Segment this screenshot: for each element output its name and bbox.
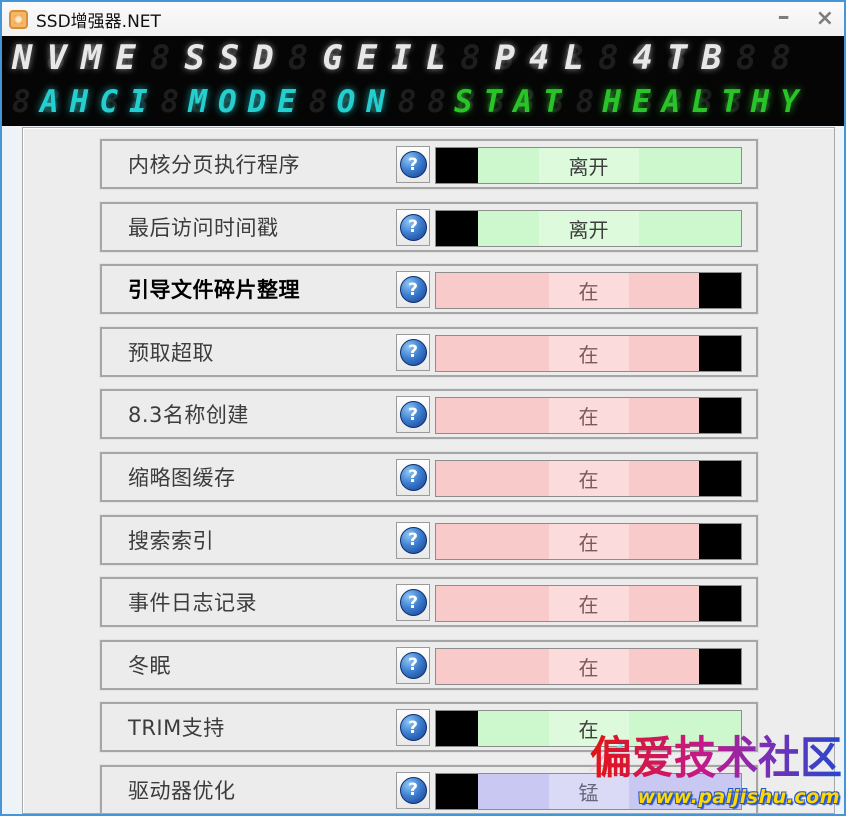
- toggle-handle[interactable]: [699, 523, 741, 559]
- help-button[interactable]: ?: [396, 709, 430, 747]
- toggle-handle[interactable]: [699, 335, 741, 371]
- toggle-track[interactable]: 离开: [435, 209, 742, 247]
- toggle-value: 在: [548, 398, 629, 434]
- toggle-handle[interactable]: [436, 210, 478, 246]
- setting-row: 预取超取 ? 在: [100, 326, 758, 377]
- close-button[interactable]: ×: [815, 6, 834, 31]
- setting-row: 搜索索引 ? 在: [100, 514, 758, 565]
- toggle-handle[interactable]: [699, 648, 741, 684]
- window-title: SSD增强器.NET: [36, 11, 161, 32]
- toggle-track[interactable]: 在: [435, 710, 742, 748]
- question-icon: ?: [399, 526, 427, 554]
- setting-row: 冬眠 ? 在: [100, 639, 758, 690]
- settings-panel: 内核分页执行程序 ? 离开 最后访问时间戳 ? 离开 引导文件碎片整理 ? 在 …: [22, 127, 835, 814]
- help-button[interactable]: ?: [396, 521, 430, 559]
- setting-label: 内核分页执行程序: [128, 153, 300, 177]
- question-icon: ?: [399, 276, 427, 304]
- setting-label: 引导文件碎片整理: [128, 278, 300, 303]
- question-icon: ?: [399, 338, 427, 366]
- setting-row: 引导文件碎片整理 ? 在: [100, 264, 758, 315]
- toggle-value: 离开: [538, 210, 639, 246]
- toggle-handle[interactable]: [436, 773, 478, 809]
- setting-label: 缩略图缓存: [128, 465, 236, 490]
- toggle-value: 在: [548, 273, 629, 309]
- question-icon: ?: [399, 463, 427, 491]
- setting-label: 事件日志记录: [128, 591, 257, 616]
- setting-row: 8.3名称创建 ? 在: [100, 389, 758, 440]
- toggle-value: 在: [548, 460, 629, 496]
- toggle-value: 在: [548, 586, 629, 622]
- help-button[interactable]: ?: [396, 208, 430, 246]
- toggle-handle[interactable]: [699, 398, 741, 434]
- toggle-track[interactable]: 在: [435, 397, 742, 435]
- setting-row: 缩略图缓存 ? 在: [100, 451, 758, 502]
- setting-row: 事件日志记录 ? 在: [100, 577, 758, 628]
- toggle-track[interactable]: 在: [435, 522, 742, 560]
- setting-label: 预取超取: [128, 340, 214, 365]
- led-health-status-text: STAT HEALTHY: [454, 84, 810, 120]
- toggle-handle[interactable]: [436, 711, 478, 747]
- question-icon: ?: [399, 651, 427, 679]
- question-icon: ?: [399, 401, 427, 429]
- led-line-drive-model: 88888888888888888888888 NVME SSD GEIL P4…: [2, 36, 844, 80]
- app-icon: [9, 9, 28, 29]
- setting-label: 最后访问时间戳: [128, 215, 279, 240]
- led-line-status: 88888888888888888888888888 AHCI MODE ON …: [2, 80, 844, 124]
- setting-row: 驱动器优化 ? 锰: [100, 764, 758, 813]
- toggle-value: 在: [548, 335, 629, 371]
- setting-label: 8.3名称创建: [128, 403, 249, 428]
- help-button[interactable]: ?: [396, 396, 430, 434]
- window-controls: – ×: [778, 2, 834, 36]
- help-button[interactable]: ?: [396, 146, 430, 183]
- setting-row: 内核分页执行程序 ? 离开: [100, 139, 758, 189]
- toggle-value: 离开: [538, 148, 639, 183]
- question-icon: ?: [399, 714, 427, 742]
- toggle-track[interactable]: 在: [435, 647, 742, 685]
- toggle-value: 锰: [548, 773, 629, 809]
- question-icon: ?: [399, 151, 427, 178]
- toggle-track[interactable]: 在: [435, 459, 742, 497]
- toggle-track[interactable]: 在: [435, 585, 742, 623]
- minimize-button[interactable]: –: [777, 2, 790, 30]
- toggle-track[interactable]: 离开: [435, 147, 742, 184]
- help-button[interactable]: ?: [396, 584, 430, 622]
- setting-label: 驱动器优化: [128, 778, 236, 803]
- toggle-handle[interactable]: [436, 148, 478, 183]
- toggle-value: 在: [548, 648, 629, 684]
- toggle-handle[interactable]: [699, 586, 741, 622]
- led-status-display: 88888888888888888888888 NVME SSD GEIL P4…: [2, 36, 844, 126]
- toggle-track[interactable]: 锰: [435, 772, 742, 810]
- question-icon: ?: [399, 589, 427, 617]
- toggle-value: 在: [548, 711, 629, 747]
- question-icon: ?: [399, 776, 427, 804]
- setting-label: TRIM支持: [128, 716, 225, 741]
- help-button[interactable]: ?: [396, 458, 430, 496]
- led-drive-model-text: NVME SSD GEIL P4L 4TB: [12, 38, 736, 78]
- toggle-value: 在: [548, 523, 629, 559]
- toggle-handle[interactable]: [699, 273, 741, 309]
- settings-rows: 内核分页执行程序 ? 离开 最后访问时间戳 ? 离开 引导文件碎片整理 ? 在 …: [100, 139, 758, 813]
- led-ahci-mode-text: AHCI MODE ON: [40, 84, 396, 120]
- setting-row: 最后访问时间戳 ? 离开: [100, 201, 758, 252]
- help-button[interactable]: ?: [396, 646, 430, 684]
- led-ghost-segments: 88888888888888888888888888: [12, 84, 784, 120]
- title-bar: SSD增强器.NET – ×: [2, 2, 844, 36]
- help-button[interactable]: ?: [396, 271, 430, 309]
- setting-label: 搜索索引: [128, 528, 214, 553]
- toggle-handle[interactable]: [699, 460, 741, 496]
- help-button[interactable]: ?: [396, 771, 430, 809]
- setting-label: 冬眠: [128, 653, 171, 678]
- toggle-track[interactable]: 在: [435, 334, 742, 372]
- led-ghost-segments: 88888888888888888888888: [12, 38, 805, 78]
- question-icon: ?: [399, 213, 427, 241]
- setting-row: TRIM支持 ? 在: [100, 702, 758, 753]
- help-button[interactable]: ?: [396, 333, 430, 371]
- toggle-track[interactable]: 在: [435, 272, 742, 310]
